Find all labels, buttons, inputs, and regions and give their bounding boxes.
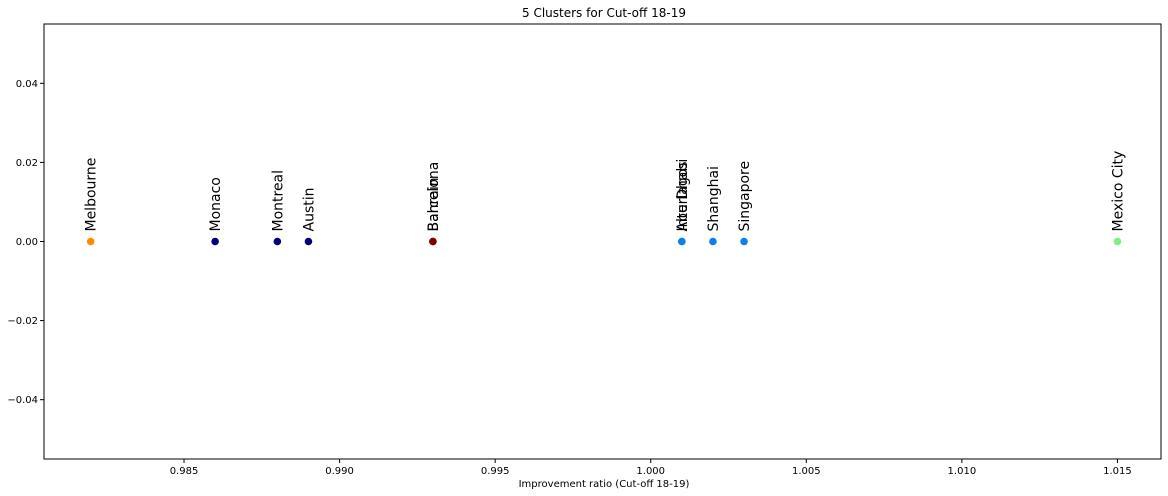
data-point <box>429 237 437 246</box>
x-tick-label: 1.010 <box>948 466 977 477</box>
data-point-labels: Melbourne Monaco Montreal Austin BarcelonaBa… <box>84 151 1127 232</box>
data-point <box>740 237 748 246</box>
x-tick-label: 0.990 <box>325 466 354 477</box>
data-point <box>678 237 686 246</box>
data-point-label: Shanghai <box>706 166 722 231</box>
y-tick-label: 0.00 <box>16 237 38 248</box>
x-tick-label: 1.005 <box>792 466 821 477</box>
chart-title: 5 Clusters for Cut-off 18-19 <box>522 6 686 20</box>
x-tick-label: 0.995 <box>481 466 510 477</box>
data-point-label: Singapore <box>737 161 753 232</box>
x-axis-ticks: 0.985 0.990 0.995 1.000 1.005 1.010 1.015 <box>170 459 1132 477</box>
data-point-label: Bahrain <box>426 177 442 231</box>
data-point-label: Mexico City <box>1110 151 1126 232</box>
data-point <box>1113 237 1122 246</box>
data-point-label: Monaco <box>208 177 224 231</box>
y-axis-ticks: −0.04 −0.02 0.00 0.02 0.04 <box>7 79 44 406</box>
x-tick-label: 1.015 <box>1103 466 1132 477</box>
y-tick-label: 0.02 <box>16 158 38 169</box>
y-tick-label: 0.04 <box>16 79 38 90</box>
data-point <box>709 237 717 246</box>
x-tick-label: 0.985 <box>170 466 199 477</box>
data-point-label: Melbourne <box>84 158 100 232</box>
data-point-label: Interlagos <box>675 161 691 231</box>
data-point <box>273 237 282 246</box>
data-point-label: Austin <box>301 188 317 232</box>
data-point-label: Barcelona <box>426 162 442 232</box>
data-point-label: Abu Dhabi <box>675 159 691 232</box>
y-tick-label: −0.04 <box>7 395 38 406</box>
x-axis-label: Improvement ratio (Cut-off 18-19) <box>519 479 690 490</box>
data-points <box>86 237 1122 246</box>
plot-area <box>43 23 1162 460</box>
data-point-label: Montreal <box>270 170 286 232</box>
y-tick-label: −0.02 <box>7 316 38 327</box>
data-point <box>211 237 219 246</box>
data-point <box>304 237 313 246</box>
data-point <box>86 237 95 246</box>
x-tick-label: 1.000 <box>636 466 665 477</box>
